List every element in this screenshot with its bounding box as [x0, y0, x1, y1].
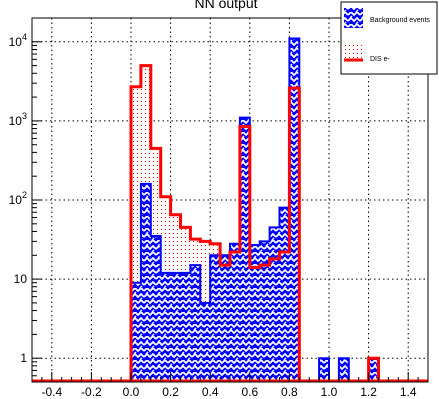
background-bar [220, 255, 230, 382]
background-bar [230, 243, 240, 382]
legend-background-swatch [344, 8, 363, 28]
background-bar [210, 255, 221, 382]
x-tick-label: -0.4 [41, 385, 62, 399]
x-tick-label: 0.8 [281, 385, 298, 399]
legend-label-signal: DIS e- [370, 56, 391, 63]
background-bar [368, 358, 379, 382]
y-tick-labels: 1 10 102 103 104 [9, 32, 28, 365]
legend: Background events DIS e- [340, 1, 438, 75]
background-bar [131, 282, 141, 382]
background-bar [338, 358, 349, 382]
plot-frame [31, 17, 429, 383]
background-bar [289, 38, 300, 383]
x-tick-label: 1.4 [400, 385, 417, 399]
background-bar [279, 207, 290, 382]
background-bar [170, 272, 181, 382]
x-tick-label: 1.0 [321, 385, 338, 399]
signal-area [131, 86, 141, 383]
y-tick-label: 10 [14, 272, 28, 286]
background-bar [200, 302, 211, 382]
background-bar [259, 241, 270, 382]
x-tick-label: 0.0 [123, 385, 140, 399]
legend-signal-swatch-fill [344, 44, 363, 60]
x-tick-label: 0.6 [241, 385, 258, 399]
y-tick-label: 102 [9, 190, 27, 207]
background-bar [160, 272, 171, 382]
background-bar [319, 358, 329, 382]
y-tick-label: 104 [9, 32, 27, 49]
chart-title: NN output [194, 0, 257, 11]
x-tick-label: 1.2 [360, 385, 377, 399]
x-tick-label: 0.2 [162, 385, 179, 399]
x-tick-labels: -0.4 -0.2 0.0 0.2 0.4 0.6 0.8 1.0 1.2 1.4 [41, 385, 416, 399]
background-bar [180, 272, 191, 382]
background-bar [239, 117, 250, 382]
y-tick-label: 1 [20, 351, 27, 365]
background-bar [269, 227, 280, 382]
x-tick-label: 0.4 [202, 385, 219, 399]
background-bar [249, 244, 260, 382]
y-tick-label: 103 [9, 111, 27, 128]
background-bar [150, 236, 161, 382]
background-bar [140, 183, 151, 382]
signal-outline [129, 64, 380, 382]
background-series [130, 37, 380, 383]
x-tick-label: -0.2 [81, 385, 102, 399]
background-bar [190, 265, 201, 382]
axes [31, 17, 429, 383]
legend-label-background: Background events [370, 17, 430, 24]
